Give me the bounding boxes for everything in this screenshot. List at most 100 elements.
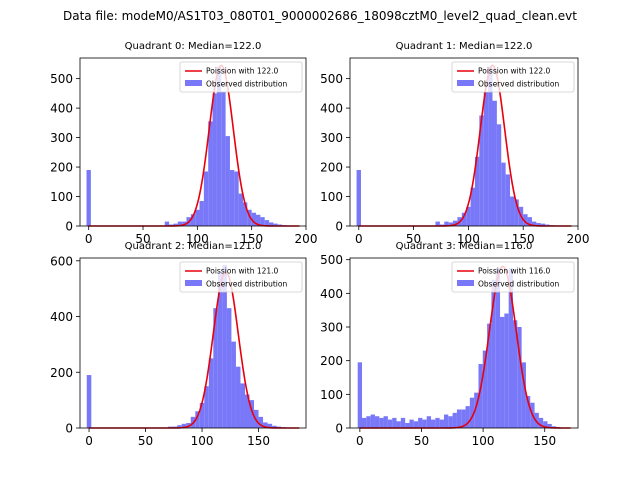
quadrant-3-bar: [500, 316, 505, 428]
quadrant-0-bar: [273, 223, 278, 226]
quadrant-2-bar: [86, 375, 92, 428]
quadrant-1-ytick-label: 300: [320, 131, 343, 145]
quadrant-1-bar: [505, 174, 511, 226]
quadrant-1-ytick-label: 100: [320, 190, 343, 204]
quadrant-3-bar: [478, 364, 483, 428]
quadrant-2-bar: [199, 402, 205, 428]
quadrant-0-panel: Quadrant 0: Median=122.0 0 50 100 150 200 0 100…: [50, 41, 317, 246]
quadrant-1-bar: [536, 223, 541, 226]
quadrant-1-legend-observed: Observed distribution: [478, 80, 559, 89]
quadrant-0-ytick-label: 500: [50, 72, 73, 86]
quadrant-0-title: Quadrant 0: Median=122.0: [125, 41, 262, 52]
quadrant-2-bar: [204, 386, 209, 428]
quadrant-3-xtick-label: 100: [472, 434, 495, 448]
quadrant-0-bar: [256, 214, 261, 226]
quadrant-2-bar: [231, 341, 236, 428]
quadrant-2-legend-poisson: Poission with 121.0: [206, 267, 279, 276]
quadrant-3-histogram: [357, 268, 561, 428]
quadrant-0-bar: [195, 209, 200, 226]
quadrant-2-bar: [249, 400, 255, 428]
quadrant-3-bar: [452, 412, 457, 428]
quadrant-3-bar: [525, 396, 531, 428]
quadrant-3-bar: [469, 397, 475, 428]
quadrant-0-bar: [242, 202, 248, 226]
quadrant-1-xtick-label: 150: [512, 232, 535, 246]
quadrant-0-bar: [221, 91, 226, 226]
quadrant-1-bar: [510, 196, 515, 226]
quadrant-3-xtick-label: 150: [533, 434, 556, 448]
quadrant-3-bar: [504, 313, 509, 428]
quadrant-1-bar: [461, 212, 467, 226]
quadrant-1-legend-box: [451, 61, 575, 93]
quadrant-2-xtick-label: 0: [85, 434, 93, 448]
quadrant-0-ytick-label: 300: [50, 131, 73, 145]
quadrant-3-bar: [409, 419, 414, 428]
quadrant-0-ytick-label: 0: [65, 220, 73, 234]
quadrant-1-bar: [540, 223, 546, 226]
quadrant-3-bar: [400, 417, 406, 428]
quadrant-1-bar: [466, 206, 471, 226]
quadrant-3-ytick-label: 200: [320, 354, 343, 368]
quadrant-0-xtick-label: 0: [85, 232, 93, 246]
quadrant-0-xtick-label: 50: [135, 232, 150, 246]
quadrant-1-panel: Quadrant 1: Median=122.0 0 50 100 150 200 0 100…: [320, 41, 589, 246]
quadrant-2-bar: [226, 308, 232, 428]
quadrant-1-bar: [448, 222, 454, 226]
quadrant-3-legend-bar-swatch: [457, 280, 474, 286]
quadrant-3-ytick-label: 400: [320, 287, 343, 301]
quadrant-3-bar: [543, 421, 548, 428]
quadrant-panels: Quadrant 0: Median=122.0 0 50 100 150 200 0 100…: [50, 41, 589, 448]
quadrant-1-bar: [514, 199, 519, 226]
quadrant-1-bar: [527, 217, 532, 226]
quadrant-0-bar: [260, 217, 265, 226]
quadrant-3-bar: [491, 279, 496, 428]
quadrant-0-xtick-label: 200: [295, 232, 318, 246]
quadrant-0-frame: [79, 57, 307, 227]
quadrant-3-bar: [392, 417, 397, 428]
quadrant-1-legend-bar-swatch: [457, 80, 474, 86]
quadrant-1-bar: [479, 115, 484, 226]
quadrant-3-bar: [435, 417, 440, 428]
quadrant-1-frame: [349, 57, 579, 227]
quadrant-0-legend-box: [179, 61, 303, 93]
quadrant-1-ytick-label: 0: [335, 220, 343, 234]
quadrant-3-bar: [538, 417, 544, 428]
quadrant-2-bar: [177, 425, 182, 428]
quadrant-2-legend-bar-swatch: [185, 280, 202, 286]
quadrant-3-bar: [431, 419, 436, 428]
quadrant-3-bar: [370, 414, 375, 428]
quadrant-0-bar: [269, 222, 274, 226]
quadrant-3-bar: [508, 268, 513, 428]
quadrant-3-bar: [422, 419, 427, 428]
quadrant-1-ytick-label: 200: [320, 161, 343, 175]
quadrant-0-bar: [225, 136, 230, 226]
quadrant-3-bar: [517, 327, 522, 428]
quadrant-0-bar: [199, 200, 204, 226]
figure-suptitle: Data file: modeM0/AS1T03_080T01_90000026…: [63, 9, 577, 23]
quadrant-3-bar: [396, 421, 401, 428]
quadrant-3-bar: [474, 392, 479, 428]
quadrant-3-frame: [349, 257, 579, 429]
quadrant-2-legend-observed: Observed distribution: [206, 280, 287, 289]
quadrant-0-bar: [173, 223, 178, 226]
quadrant-0-bar: [264, 220, 270, 226]
quadrant-2-bar: [258, 416, 264, 428]
quadrant-2-bar: [244, 394, 250, 428]
quadrant-2-xtick-label: 100: [191, 434, 214, 448]
quadrant-3-bar: [426, 416, 432, 428]
quadrant-1-bar: [444, 221, 449, 226]
quadrant-1-xtick-label: 200: [567, 232, 590, 246]
quadrant-3-bar: [405, 422, 410, 428]
quadrant-1-bar: [356, 170, 361, 226]
quadrant-3-bar: [418, 417, 423, 428]
quadrant-0-legend-observed: Observed distribution: [206, 80, 287, 89]
quadrant-1-ytick-label: 400: [320, 102, 343, 116]
quadrant-1-bar: [483, 91, 489, 226]
quadrant-2-ytick-label: 200: [50, 366, 73, 380]
quadrant-0-bar: [251, 212, 257, 226]
quadrant-0-legend: Poission with 122.0 Observed distribution: [179, 61, 303, 93]
quadrant-2-frame: [79, 257, 307, 429]
quadrant-0-bar: [247, 209, 252, 226]
quadrant-3-bar: [534, 412, 539, 428]
